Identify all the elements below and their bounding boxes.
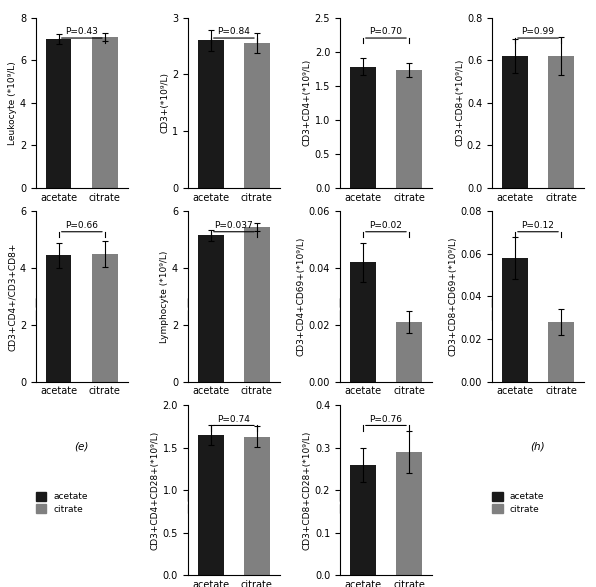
- Text: (g): (g): [378, 441, 393, 451]
- Bar: [396, 452, 421, 575]
- Bar: [92, 37, 117, 188]
- Text: P=0.70: P=0.70: [370, 28, 402, 36]
- Y-axis label: CD3+CD8+(*10⁹/L): CD3+CD8+(*10⁹/L): [455, 59, 464, 146]
- Bar: [548, 56, 574, 188]
- Y-axis label: CD3+CD4+CD69+(*10⁹/L): CD3+CD4+CD69+(*10⁹/L): [297, 237, 306, 356]
- Legend: acetate, citrate: acetate, citrate: [188, 298, 240, 320]
- Bar: [502, 258, 527, 382]
- Y-axis label: CD3+CD4+CD28+(*10⁹/L): CD3+CD4+CD28+(*10⁹/L): [151, 430, 160, 550]
- Bar: [244, 437, 269, 575]
- Legend: acetate, citrate: acetate, citrate: [36, 491, 88, 514]
- Bar: [502, 56, 527, 188]
- Text: (e): (e): [74, 441, 89, 451]
- Y-axis label: CD3+(*10⁹/L): CD3+(*10⁹/L): [160, 72, 169, 133]
- Legend: acetate, citrate: acetate, citrate: [188, 491, 240, 514]
- Text: P=0.02: P=0.02: [370, 221, 402, 230]
- Legend: acetate, citrate: acetate, citrate: [36, 298, 88, 320]
- Bar: [46, 39, 72, 188]
- Text: (d): (d): [530, 248, 545, 258]
- Y-axis label: CD3+CD4+(*10⁹/L): CD3+CD4+(*10⁹/L): [303, 59, 312, 146]
- Text: P=0.037: P=0.037: [215, 221, 253, 230]
- Text: P=0.76: P=0.76: [370, 415, 402, 424]
- Bar: [198, 235, 224, 382]
- Legend: acetate, citrate: acetate, citrate: [340, 491, 392, 514]
- Text: (a): (a): [74, 248, 89, 258]
- Text: P=0.84: P=0.84: [218, 28, 250, 36]
- Bar: [244, 227, 269, 382]
- Bar: [396, 322, 421, 382]
- Legend: acetate, citrate: acetate, citrate: [492, 491, 544, 514]
- Y-axis label: Lymphocyte (*10⁹/L): Lymphocyte (*10⁹/L): [160, 250, 169, 343]
- Bar: [92, 254, 117, 382]
- Legend: acetate, citrate: acetate, citrate: [340, 298, 392, 320]
- Bar: [198, 435, 224, 575]
- Bar: [350, 262, 375, 382]
- Text: (b): (b): [226, 248, 241, 258]
- Bar: [548, 322, 574, 382]
- Y-axis label: Leukocyte (*10⁹/L): Leukocyte (*10⁹/L): [8, 61, 17, 144]
- Text: P=0.74: P=0.74: [218, 415, 250, 424]
- Bar: [244, 43, 269, 188]
- Text: (c): (c): [379, 248, 393, 258]
- Bar: [46, 255, 72, 382]
- Text: P=0.99: P=0.99: [522, 28, 554, 36]
- Text: P=0.43: P=0.43: [66, 28, 98, 36]
- Y-axis label: CD3+CD8+CD69+(*10⁹/L): CD3+CD8+CD69+(*10⁹/L): [449, 237, 458, 356]
- Y-axis label: CD3+CD4+/CD3+CD8+: CD3+CD4+/CD3+CD8+: [8, 242, 17, 350]
- Bar: [350, 67, 375, 188]
- Bar: [396, 70, 421, 188]
- Y-axis label: CD3+CD8+CD28+(*10⁹/L): CD3+CD8+CD28+(*10⁹/L): [303, 430, 312, 550]
- Legend: acetate, citrate: acetate, citrate: [492, 298, 544, 320]
- Bar: [198, 41, 224, 188]
- Text: P=0.66: P=0.66: [66, 221, 98, 230]
- Text: (h): (h): [530, 441, 545, 451]
- Text: (f): (f): [228, 441, 240, 451]
- Text: P=0.12: P=0.12: [522, 221, 554, 230]
- Bar: [350, 465, 375, 575]
